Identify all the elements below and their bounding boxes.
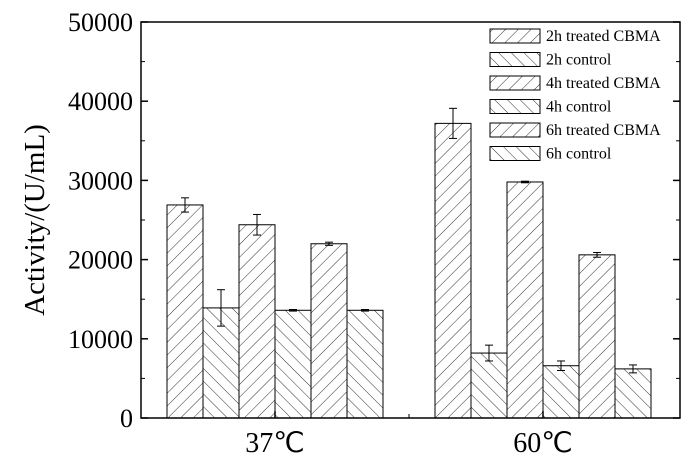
bar [578,254,616,419]
legend-swatch [489,75,541,91]
x-tick-label: 60℃ [513,428,572,459]
x-tick-label: 37℃ [245,428,304,459]
axes: 0 10000 20000 30000 40000 50000 37℃ 60℃ [68,8,680,459]
bar [614,368,652,419]
y-tick-label: 30000 [68,166,133,195]
bar [274,309,312,419]
bar [166,204,204,419]
legend-label: 4h treated CBMA [546,75,661,92]
y-tick-label: 50000 [68,8,133,37]
legend-label: 4h control [546,99,612,116]
y-tick-label: 20000 [68,246,133,275]
y-axis-title: Activity/(U/mL) [19,124,51,316]
bar [346,309,384,419]
legend-swatch [489,28,541,44]
legend-label: 2h control [546,52,612,69]
legend-label: 6h control [546,146,612,163]
bar [310,243,348,419]
legend-swatch [489,52,541,67]
legend-label: 6h treated CBMA [546,122,661,139]
bar [470,352,508,419]
legend: 2h treated CBMA 2h control 4h treated CBMA… [489,28,661,163]
y-tick-label: 40000 [68,87,133,116]
plot-area [166,107,652,419]
legend-swatch [489,99,541,114]
legend-swatch [489,146,541,161]
y-tick-label: 10000 [68,325,133,354]
bar [238,224,276,419]
legend-swatch [489,122,541,138]
bar [542,365,580,419]
y-tick-label: 0 [120,404,133,433]
bar [506,181,544,419]
legend-label: 2h treated CBMA [546,28,661,45]
bar [434,122,472,419]
